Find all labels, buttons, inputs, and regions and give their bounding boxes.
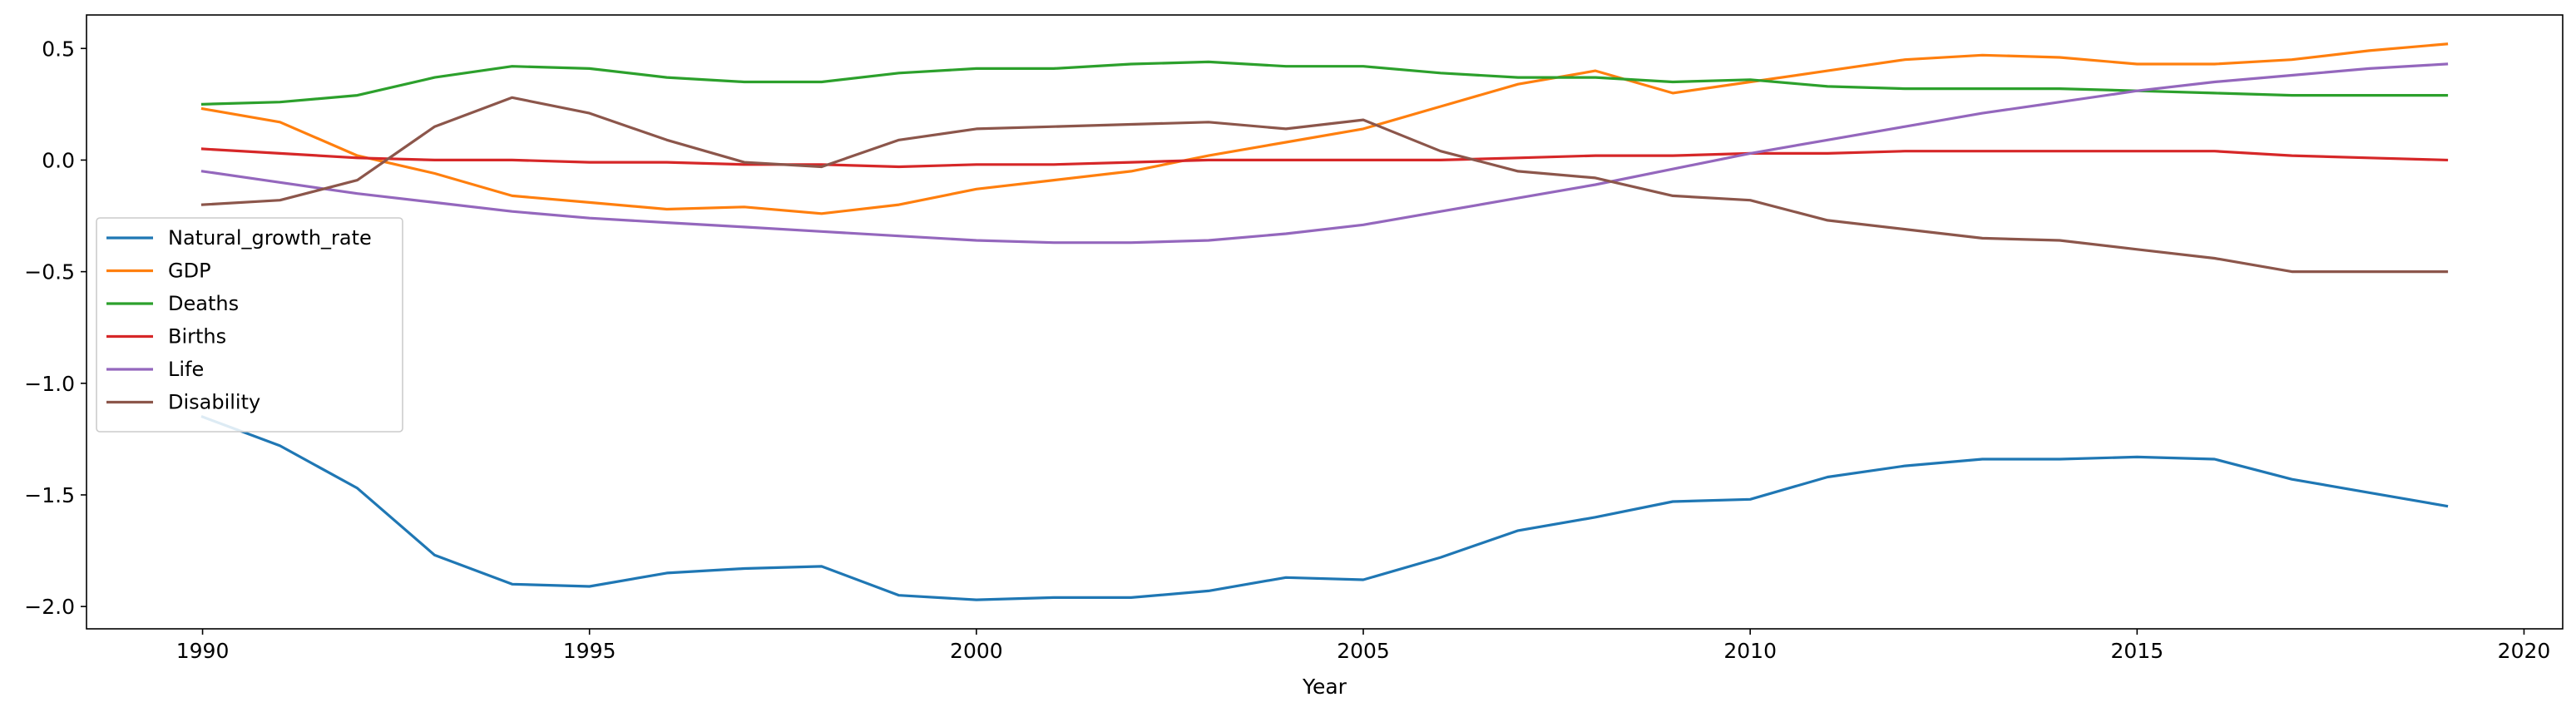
legend-box bbox=[96, 217, 403, 433]
x-tick-label: 2020 bbox=[2498, 639, 2551, 663]
legend: Natural_growth_rate GDP Deaths Births Life Di… bbox=[96, 217, 403, 433]
y-tick-label: 0.0 bbox=[42, 148, 75, 172]
legend-label: Births bbox=[168, 325, 226, 349]
series-layer bbox=[200, 42, 2449, 601]
series-line-deaths bbox=[200, 60, 2449, 106]
y-axis-ticks: 0.5 0.0 −0.5 −1.0 −1.5 −2.0 bbox=[24, 37, 87, 619]
x-tick-label: 1995 bbox=[563, 639, 616, 663]
series-line-life bbox=[200, 62, 2449, 245]
legend-label: GDP bbox=[168, 260, 211, 283]
x-tick-label: 2000 bbox=[950, 639, 1003, 663]
legend-label: Deaths bbox=[168, 292, 239, 315]
y-tick-label: −2.0 bbox=[24, 595, 75, 619]
x-tick-label: 2005 bbox=[1337, 639, 1390, 663]
x-tick-label: 2010 bbox=[1723, 639, 1777, 663]
x-axis-label: Year bbox=[1302, 675, 1347, 699]
y-tick-label: −0.5 bbox=[24, 260, 75, 284]
legend-label: Disability bbox=[168, 391, 260, 414]
x-tick-label: 1990 bbox=[176, 639, 230, 663]
legend-label: Natural_growth_rate bbox=[168, 226, 372, 250]
legend-label: Life bbox=[168, 358, 204, 381]
x-tick-label: 2015 bbox=[2111, 639, 2164, 663]
series-line-births bbox=[200, 147, 2449, 169]
y-tick-label: −1.0 bbox=[24, 372, 75, 396]
x-axis-ticks: 1990 1995 2000 2005 2010 2015 2020 bbox=[176, 629, 2551, 663]
series-line-natural-growth-rate bbox=[200, 415, 2449, 601]
plot-frame bbox=[86, 14, 2564, 630]
y-tick-label: 0.5 bbox=[42, 37, 75, 61]
y-tick-label: −1.5 bbox=[24, 483, 75, 507]
series-line-gdp bbox=[200, 42, 2449, 215]
series-line-disability bbox=[200, 96, 2449, 274]
